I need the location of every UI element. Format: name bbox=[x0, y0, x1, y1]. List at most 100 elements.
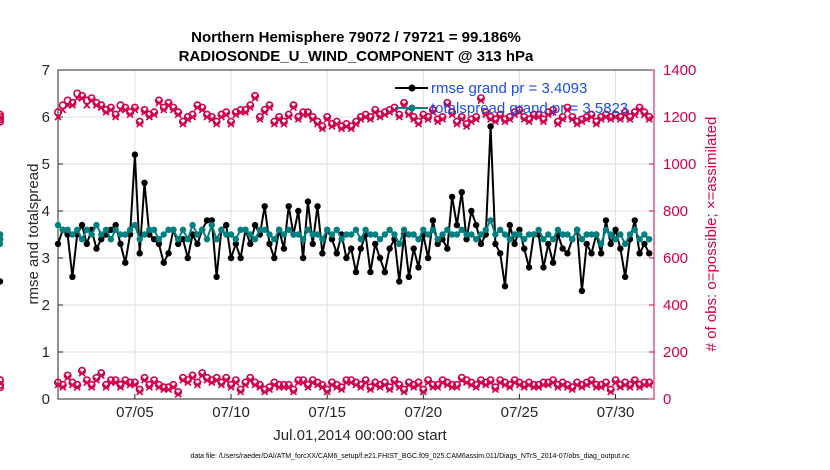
totalspread-point bbox=[78, 236, 86, 243]
totalspread-point bbox=[237, 226, 244, 233]
rmse-point bbox=[131, 151, 139, 158]
obs_bottom_assimilated-point bbox=[73, 383, 81, 391]
obs_assimilated-point bbox=[520, 115, 528, 123]
obs_assimilated-point bbox=[131, 106, 139, 114]
obs_bottom_assimilated-point bbox=[386, 386, 394, 394]
obs_assimilated-point bbox=[256, 115, 264, 123]
totalspread-point bbox=[641, 231, 648, 238]
chart-title: Northern Hemisphere 79072 / 79721 = 99.1… bbox=[191, 29, 521, 46]
rmse-point bbox=[117, 240, 124, 248]
legend-spread-marker bbox=[408, 104, 416, 112]
totalspread-point bbox=[429, 226, 437, 233]
totalspread-point bbox=[540, 236, 547, 243]
rmse-point bbox=[381, 268, 389, 276]
obs_bottom_assimilated-point bbox=[232, 378, 240, 387]
rmse-point bbox=[69, 273, 76, 280]
obs_assimilated-point bbox=[222, 111, 230, 119]
obs_bottom_assimilated-point bbox=[251, 381, 259, 389]
totalspread-point bbox=[184, 236, 191, 243]
obs_assimilated-point bbox=[342, 122, 350, 130]
obs_bottom_assimilated-point bbox=[414, 381, 423, 389]
obs_bottom_assimilated-point bbox=[193, 381, 201, 389]
rmse-point bbox=[448, 193, 456, 201]
rmse-point bbox=[78, 221, 86, 229]
obs_bottom_assimilated-point bbox=[169, 383, 177, 391]
totalspread-point bbox=[83, 226, 91, 233]
rmse-point bbox=[588, 250, 595, 257]
rmse-point bbox=[492, 240, 499, 248]
rmse-point bbox=[179, 236, 187, 243]
rmse-point bbox=[477, 240, 485, 248]
rmse-point bbox=[208, 217, 216, 224]
totalspread-point bbox=[376, 236, 384, 243]
rmse-point bbox=[64, 231, 71, 238]
totalspread-point bbox=[448, 231, 456, 238]
rmse-point bbox=[578, 287, 586, 295]
rmse-point bbox=[545, 240, 552, 248]
obs_bottom_assimilated-point bbox=[203, 376, 211, 384]
obs_bottom_assimilated-point bbox=[443, 381, 451, 389]
obs_assimilated-point bbox=[587, 113, 596, 121]
totalspread-point bbox=[208, 221, 216, 229]
totalspread-point bbox=[621, 240, 629, 248]
rmse-point bbox=[636, 250, 643, 257]
totalspread-line bbox=[57, 217, 650, 247]
obs_bottom_assimilated-point bbox=[155, 383, 163, 391]
rmse-point bbox=[126, 231, 134, 238]
rmse-point bbox=[405, 273, 413, 280]
totalspread-point bbox=[328, 231, 336, 238]
obs_assimilated-point bbox=[544, 111, 552, 119]
totalspread-point bbox=[122, 231, 129, 238]
legend-rmse-marker bbox=[408, 84, 416, 92]
obs_bottom_assimilated-point bbox=[59, 383, 67, 391]
totalspread-point bbox=[232, 236, 240, 243]
rmse-point bbox=[501, 283, 509, 290]
obs_bottom_assimilated-point bbox=[131, 381, 139, 389]
rmse-point bbox=[98, 236, 105, 243]
totalspread-point bbox=[117, 231, 124, 238]
totalspread-point bbox=[386, 226, 393, 233]
totalspread-point bbox=[597, 240, 605, 248]
rmse-point bbox=[184, 254, 191, 262]
rmse-point bbox=[83, 240, 91, 248]
rmse-point bbox=[439, 236, 446, 243]
totalspread-point bbox=[323, 226, 331, 233]
totalspread-point bbox=[189, 221, 196, 229]
totalspread-point bbox=[165, 226, 172, 233]
obs_bottom_assimilated-point bbox=[313, 381, 322, 389]
rmse-point bbox=[54, 240, 62, 248]
obs_bottom_assimilated-point bbox=[482, 381, 490, 389]
rmse-point bbox=[372, 240, 379, 248]
obs_bottom_assimilated-point bbox=[607, 388, 615, 396]
rmse-point bbox=[367, 268, 374, 276]
totalspread-point bbox=[593, 231, 600, 238]
totalspread-point bbox=[569, 236, 576, 243]
totalspread-point bbox=[309, 231, 316, 238]
x-tick-label: 07/10 bbox=[212, 404, 250, 421]
obs_assimilated-point bbox=[573, 120, 581, 128]
totalspread-point bbox=[564, 231, 571, 238]
obs_assimilated-point bbox=[607, 115, 615, 123]
rmse-point bbox=[458, 189, 465, 196]
rmse-point bbox=[122, 259, 129, 266]
obs_assimilated-point bbox=[443, 101, 451, 109]
totalspread-point bbox=[602, 226, 610, 233]
rmse-point bbox=[285, 203, 292, 210]
totalspread-point bbox=[227, 231, 235, 238]
rmse-point bbox=[247, 240, 254, 248]
totalspread-point bbox=[333, 226, 340, 233]
rmse-point bbox=[583, 240, 590, 248]
rmse-point bbox=[357, 245, 365, 252]
totalspread-point bbox=[343, 231, 350, 238]
rmse-point bbox=[641, 240, 648, 248]
y-right-tick-label: 1400 bbox=[663, 62, 696, 79]
obs_bottom_assimilated-point bbox=[438, 378, 447, 387]
y-tick-label: 1 bbox=[42, 344, 50, 361]
totalspread-point bbox=[525, 231, 533, 238]
x-tick-label: 07/20 bbox=[405, 404, 443, 421]
rmse-point bbox=[487, 123, 494, 130]
rmse-point bbox=[415, 264, 422, 271]
obs_bottom_assimilated-point bbox=[636, 383, 644, 391]
totalspread-point bbox=[516, 231, 523, 238]
totalspread-point bbox=[261, 226, 268, 233]
